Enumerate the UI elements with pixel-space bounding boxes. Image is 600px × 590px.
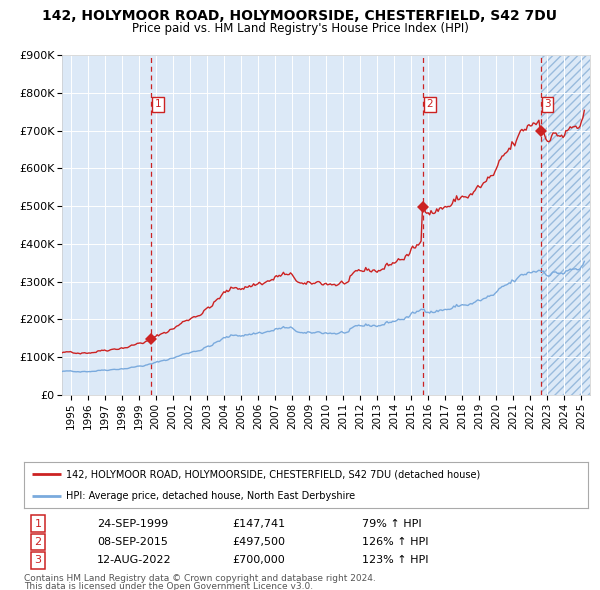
Text: 3: 3 <box>544 99 551 109</box>
Text: 142, HOLYMOOR ROAD, HOLYMOORSIDE, CHESTERFIELD, S42 7DU: 142, HOLYMOOR ROAD, HOLYMOORSIDE, CHESTE… <box>43 9 557 23</box>
Text: 24-SEP-1999: 24-SEP-1999 <box>97 519 169 529</box>
Text: 126% ↑ HPI: 126% ↑ HPI <box>362 537 429 547</box>
Text: 08-SEP-2015: 08-SEP-2015 <box>97 537 168 547</box>
Text: Contains HM Land Registry data © Crown copyright and database right 2024.: Contains HM Land Registry data © Crown c… <box>24 574 376 583</box>
Text: 1: 1 <box>35 519 41 529</box>
Text: 79% ↑ HPI: 79% ↑ HPI <box>362 519 422 529</box>
Text: 12-AUG-2022: 12-AUG-2022 <box>97 555 172 565</box>
Text: 1: 1 <box>154 99 161 109</box>
Text: 2: 2 <box>427 99 433 109</box>
Text: £700,000: £700,000 <box>233 555 286 565</box>
Text: 3: 3 <box>35 555 41 565</box>
Text: £497,500: £497,500 <box>233 537 286 547</box>
Bar <box>541 55 590 395</box>
Text: 142, HOLYMOOR ROAD, HOLYMOORSIDE, CHESTERFIELD, S42 7DU (detached house): 142, HOLYMOOR ROAD, HOLYMOORSIDE, CHESTE… <box>66 470 481 480</box>
Text: Price paid vs. HM Land Registry's House Price Index (HPI): Price paid vs. HM Land Registry's House … <box>131 22 469 35</box>
Text: HPI: Average price, detached house, North East Derbyshire: HPI: Average price, detached house, Nort… <box>66 490 355 500</box>
Text: 123% ↑ HPI: 123% ↑ HPI <box>362 555 429 565</box>
Text: This data is licensed under the Open Government Licence v3.0.: This data is licensed under the Open Gov… <box>24 582 313 590</box>
Text: 2: 2 <box>35 537 41 547</box>
Text: £147,741: £147,741 <box>233 519 286 529</box>
